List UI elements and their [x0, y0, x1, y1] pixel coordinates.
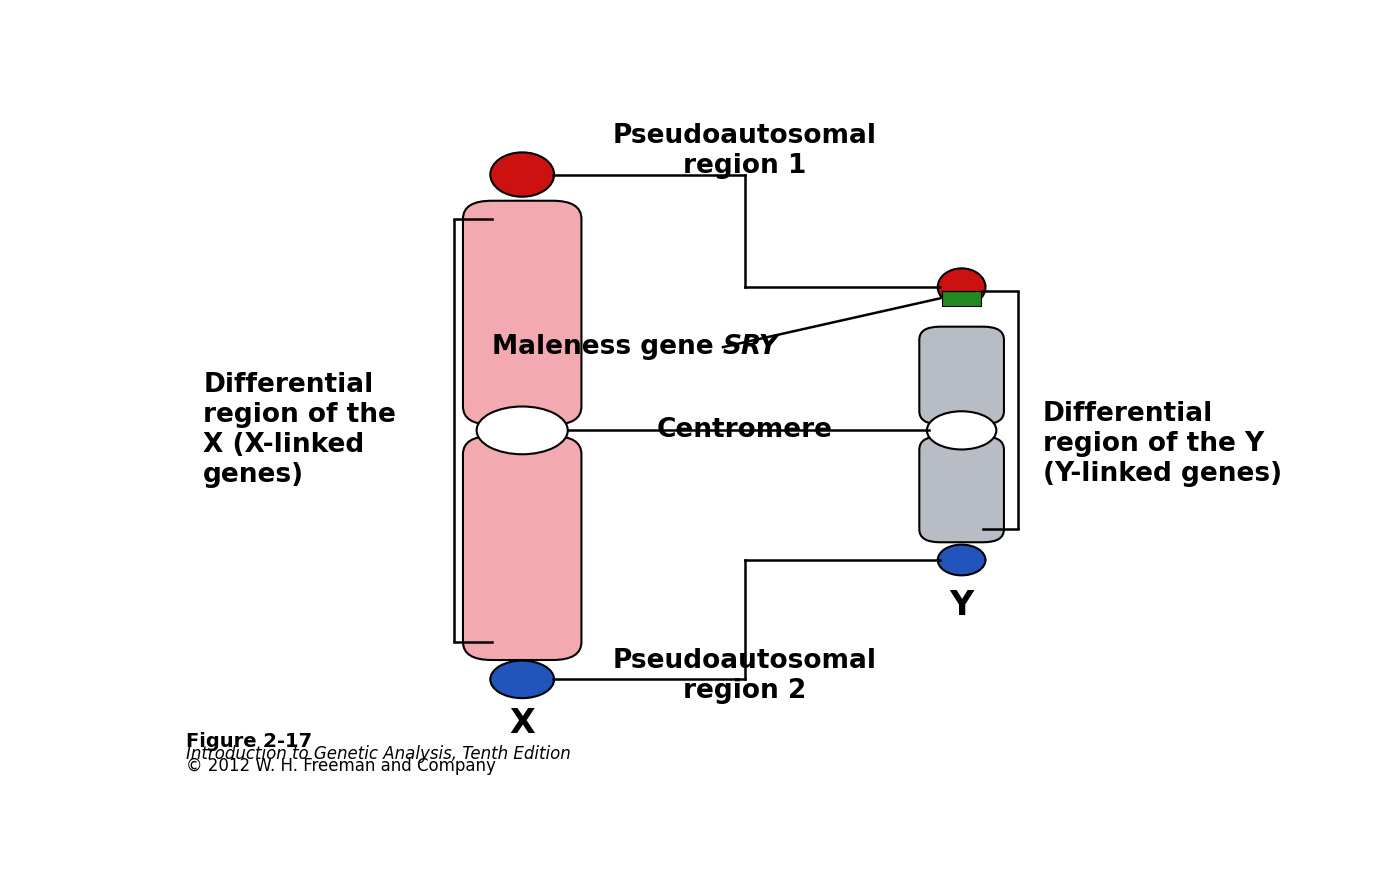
Text: © 2012 W. H. Freeman and Company: © 2012 W. H. Freeman and Company — [186, 757, 496, 775]
Ellipse shape — [490, 661, 554, 698]
Ellipse shape — [927, 411, 997, 449]
FancyBboxPatch shape — [920, 437, 1004, 542]
Text: Differential
region of the
X (X-linked
genes): Differential region of the X (X-linked g… — [203, 372, 396, 488]
Text: Centromere: Centromere — [657, 417, 833, 443]
Text: Introduction to Genetic Analysis, Tenth Edition: Introduction to Genetic Analysis, Tenth … — [186, 744, 571, 763]
Text: Pseudoautosomal
region 2: Pseudoautosomal region 2 — [613, 648, 876, 704]
Text: Differential
region of the Y
(Y-linked genes): Differential region of the Y (Y-linked g… — [1043, 401, 1282, 487]
Ellipse shape — [938, 545, 986, 575]
Text: Figure 2-17: Figure 2-17 — [186, 732, 312, 751]
Text: Y: Y — [949, 589, 974, 622]
FancyBboxPatch shape — [463, 436, 581, 660]
Ellipse shape — [490, 152, 554, 197]
Text: X: X — [510, 707, 535, 740]
Ellipse shape — [476, 407, 568, 455]
Text: SRY: SRY — [722, 334, 778, 360]
Ellipse shape — [938, 268, 986, 306]
Bar — [942, 291, 981, 306]
Text: Maleness gene: Maleness gene — [493, 334, 722, 360]
Text: Pseudoautosomal
region 1: Pseudoautosomal region 1 — [613, 122, 876, 179]
FancyBboxPatch shape — [463, 201, 581, 424]
FancyBboxPatch shape — [920, 327, 1004, 424]
